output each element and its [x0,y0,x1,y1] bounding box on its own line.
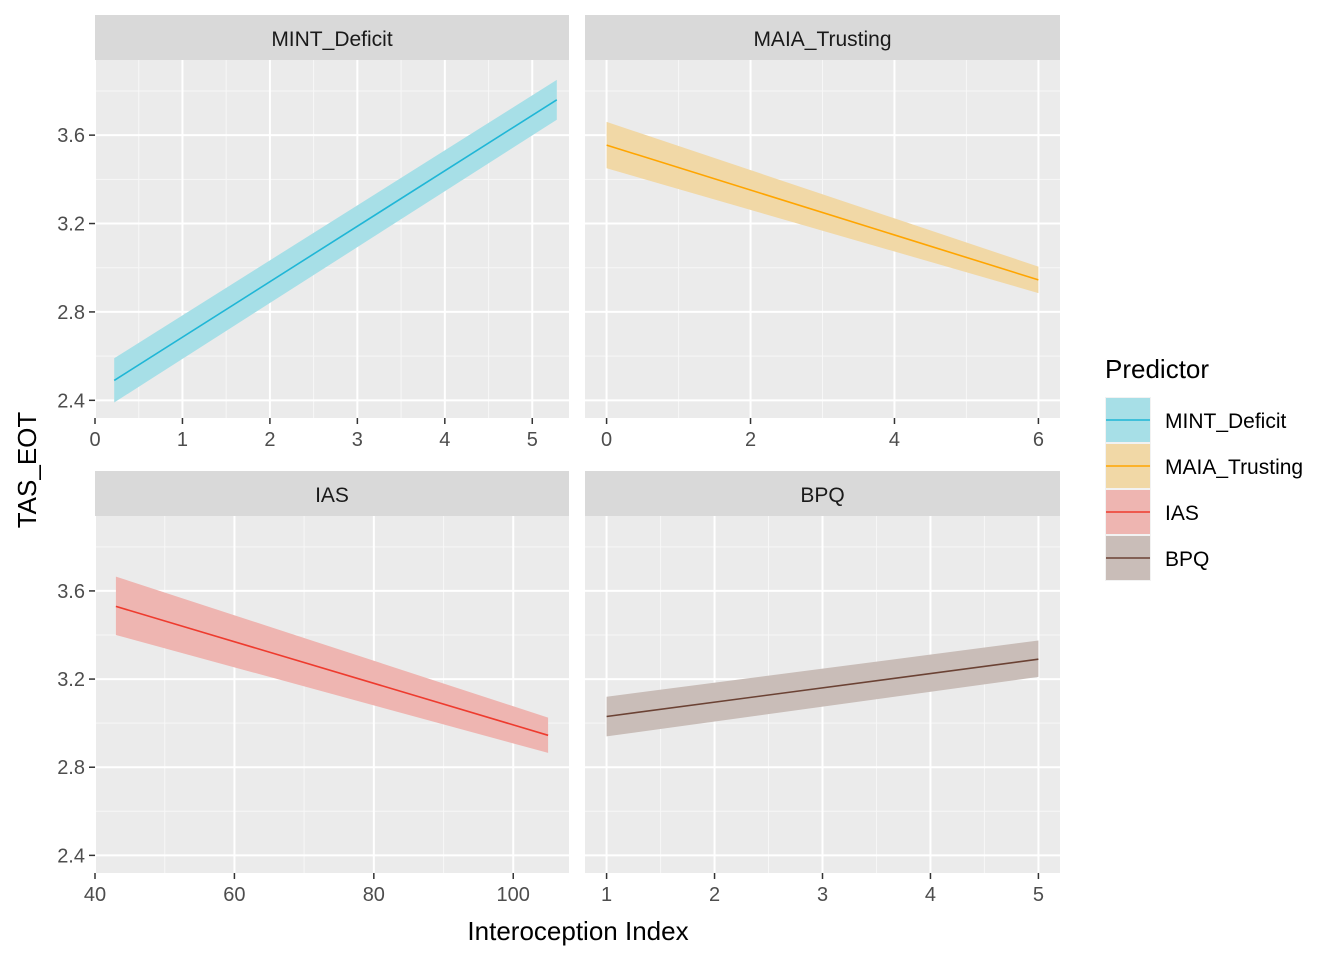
x-tick-label: 1 [177,429,188,451]
panel-mint-deficit: MINT_Deficit 0 1 2 3 4 5 2.4 2.8 3.2 3.6 [57,15,569,451]
panel-ias: IAS 40 60 80 100 2.4 2.8 3.2 3.6 [57,471,569,906]
x-tick-label: 0 [89,429,100,451]
x-tick-label: 80 [363,884,385,906]
y-tick-label: 2.8 [57,757,85,779]
legend-label: BPQ [1165,548,1209,571]
x-tick-label: 4 [439,429,450,451]
x-tick-label: 60 [223,884,245,906]
legend-entry-maia-trusting: MAIA_Trusting [1105,443,1303,489]
x-tick-label: 6 [1033,429,1044,451]
x-tick-label: 0 [601,429,612,451]
legend: Predictor MINT_Deficit MAIA_Trusting IAS BP… [1105,354,1303,581]
x-tick-label: 40 [84,884,106,906]
x-tick-label: 5 [527,429,538,451]
legend-label: MINT_Deficit [1165,410,1287,433]
x-tick-label: 3 [352,429,363,451]
fitted-line [115,605,549,737]
facet-strip [95,471,569,516]
x-axis-title: Interoception Index [467,916,688,946]
facet-strip [95,15,569,60]
y-tick-label: 3.6 [57,581,85,603]
legend-entry-bpq: BPQ [1105,535,1209,581]
fitted-line [113,99,558,382]
facet-strip [585,471,1060,516]
facet-strip [585,15,1060,60]
legend-entry-ias: IAS [1105,489,1199,535]
y-tick-label: 2.8 [57,302,85,324]
facet-strip-label: BPQ [800,484,844,507]
confidence-ribbon [606,121,1039,294]
legend-entry-mint-deficit: MINT_Deficit [1105,397,1287,443]
legend-title: Predictor [1105,354,1209,384]
x-tick-label: 4 [925,884,936,906]
panel-background [95,516,569,873]
facet-strip-label: MINT_Deficit [271,28,393,51]
x-tick-label: 2 [709,884,720,906]
y-axis-title: TAS_EOT [12,412,42,529]
legend-label: IAS [1165,502,1199,525]
panel-maia-trusting: MAIA_Trusting 0 2 4 6 [585,15,1060,451]
fitted-line [606,658,1039,718]
fitted-line [606,144,1039,281]
panel-bpq: BPQ 1 2 3 4 5 [585,471,1060,906]
y-tick-label: 3.2 [57,214,85,236]
y-tick-label: 2.4 [57,845,85,867]
x-tick-label: 5 [1033,884,1044,906]
x-tick-label: 1 [601,884,612,906]
x-tick-label: 3 [817,884,828,906]
x-tick-label: 2 [745,429,756,451]
y-tick-label: 3.6 [57,125,85,147]
y-tick-label: 3.2 [57,669,85,691]
facet-panels: MINT_Deficit 0 1 2 3 4 5 2.4 2.8 3.2 3.6 MAIA_Trust… [57,15,1060,906]
facet-strip-label: MAIA_Trusting [753,28,891,51]
legend-keys: MINT_Deficit MAIA_Trusting IAS BPQ [1105,397,1303,581]
x-tick-label: 4 [889,429,900,451]
y-tick-label: 2.4 [57,390,85,412]
confidence-ribbon [114,79,557,403]
legend-label: MAIA_Trusting [1165,456,1303,479]
x-tick-label: 100 [497,884,530,906]
x-tick-label: 2 [264,429,275,451]
confidence-ribbon [115,576,549,753]
facet-strip-label: IAS [315,484,349,507]
